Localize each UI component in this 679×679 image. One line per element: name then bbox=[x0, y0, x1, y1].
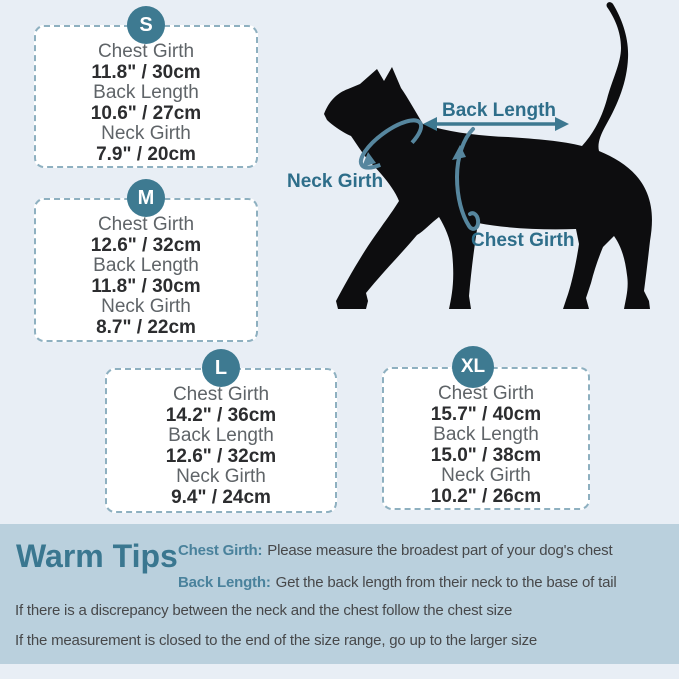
back-length-label: Back Length bbox=[441, 100, 557, 121]
measurement-name: Neck Girth bbox=[441, 465, 531, 486]
measurement-value: 15.7" / 40cm bbox=[430, 403, 542, 425]
size-card-m-rows: Chest Girth 12.6" / 32cm Back Length 11.… bbox=[36, 200, 256, 338]
measurement-value: 10.2" / 26cm bbox=[430, 485, 542, 507]
warm-tips-heading: Warm Tips bbox=[16, 538, 178, 574]
measurement-name: Back Length bbox=[433, 424, 539, 445]
measurement-name: Chest Girth bbox=[172, 384, 270, 405]
tip-back-length-key: Back Length: bbox=[178, 574, 271, 591]
cat-silhouette bbox=[324, 2, 652, 309]
measurement-value: 12.6" / 32cm bbox=[90, 234, 202, 256]
tip-chest-girth-text: Please measure the broadest part of your… bbox=[267, 542, 613, 559]
neck-girth-ellipse bbox=[358, 118, 424, 170]
measurement-name: Back Length bbox=[93, 255, 199, 276]
measurement-value: 14.2" / 36cm bbox=[165, 404, 277, 426]
size-card-l-rows: Chest Girth 14.2" / 36cm Back Length 12.… bbox=[107, 370, 335, 508]
measurement-value: 10.6" / 27cm bbox=[90, 102, 202, 124]
measurement-value: 11.8" / 30cm bbox=[91, 275, 201, 297]
size-badge-s: S bbox=[127, 6, 165, 44]
measurement-value: 11.8" / 30cm bbox=[91, 61, 201, 83]
tip-back-length-text: Get the back length from their neck to t… bbox=[275, 574, 617, 591]
measurement-name: Chest Girth bbox=[97, 41, 195, 62]
size-card-xl-rows: Chest Girth 15.7" / 40cm Back Length 15.… bbox=[384, 369, 588, 507]
chest-girth-label: Chest Girth bbox=[471, 230, 575, 251]
chest-girth-arc bbox=[452, 127, 481, 231]
size-card-l: L Chest Girth 14.2" / 36cm Back Length 1… bbox=[105, 349, 337, 513]
tip-chest-girth: Chest Girth: Please measure the broadest … bbox=[178, 542, 613, 559]
neck-girth-label: Neck Girth bbox=[287, 171, 384, 192]
measurement-name: Chest Girth bbox=[437, 383, 535, 404]
size-badge-m: M bbox=[127, 179, 165, 217]
size-card-xl: XL Chest Girth 15.7" / 40cm Back Length … bbox=[382, 346, 590, 510]
size-badge-xl: XL bbox=[452, 346, 494, 388]
size-card-m: M Chest Girth 12.6" / 32cm Back Length 1… bbox=[34, 179, 258, 342]
tip-chest-girth-key: Chest Girth: bbox=[178, 542, 263, 559]
measurement-name: Neck Girth bbox=[101, 296, 191, 317]
size-badge-l: L bbox=[202, 349, 240, 387]
measurement-name: Back Length bbox=[93, 82, 199, 103]
tip-back-length: Back Length: Get the back length from the… bbox=[178, 574, 617, 591]
measurement-value: 12.6" / 32cm bbox=[165, 445, 277, 467]
size-card-s-rows: Chest Girth 11.8" / 30cm Back Length 10.… bbox=[36, 27, 256, 165]
measurement-name: Neck Girth bbox=[176, 466, 266, 487]
measurement-value: 7.9" / 20cm bbox=[96, 143, 196, 165]
tip-note-size-range: If the measurement is closed to the end … bbox=[15, 632, 538, 649]
size-card-s: S Chest Girth 11.8" / 30cm Back Length 1… bbox=[34, 6, 258, 168]
warm-tips-section bbox=[0, 524, 679, 664]
measurement-value: 8.7" / 22cm bbox=[96, 316, 196, 338]
tip-note-discrepancy: If there is a discrepancy between the ne… bbox=[15, 602, 513, 619]
measurement-name: Back Length bbox=[168, 425, 274, 446]
measurement-value: 9.4" / 24cm bbox=[171, 486, 271, 508]
measurement-value: 15.0" / 38cm bbox=[430, 444, 542, 466]
measurement-name: Chest Girth bbox=[97, 214, 195, 235]
measurement-name: Neck Girth bbox=[101, 123, 191, 144]
